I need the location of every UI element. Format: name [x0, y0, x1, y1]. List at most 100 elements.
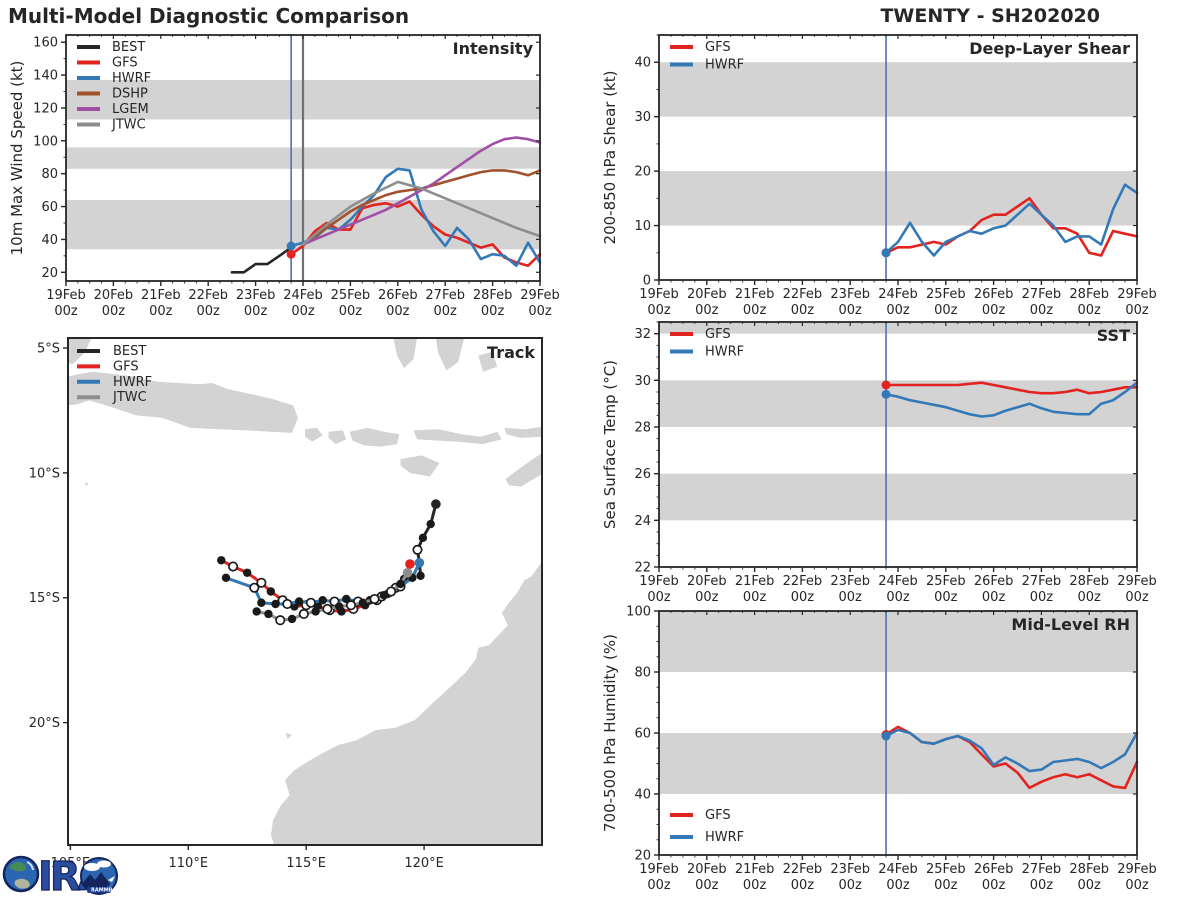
y-tick-label: 30: [634, 374, 651, 389]
legend-label-best: BEST: [113, 344, 146, 359]
y-tick-label: 28: [634, 421, 651, 436]
series-line-gfs: [289, 200, 542, 267]
track-marker-filled: [426, 519, 435, 529]
x-tick-label-hour: 00z: [1078, 590, 1102, 605]
track-start-dot-gfs: [405, 559, 415, 569]
land-polygon: [84, 482, 88, 487]
x-tick-label-hour: 00z: [1030, 303, 1054, 318]
series-start-dot-gfs: [881, 380, 891, 390]
y-tick-label: 22: [634, 561, 651, 576]
x-tick-label-day: 26Feb: [974, 574, 1014, 589]
track-marker-filled: [266, 587, 276, 596]
panel-sst: 19Feb00z20Feb00z21Feb00z22Feb00z23Feb00z…: [601, 321, 1157, 605]
storm-title: TWENTY - SH202020: [880, 5, 1100, 27]
y-axis-title: Sea Surface Temp (°C): [601, 360, 619, 529]
track-marker-filled: [221, 573, 231, 582]
x-tick-label-day: 19Feb: [639, 287, 679, 302]
x-tick-label-hour: 00z: [743, 303, 767, 318]
series-line-hwrf: [884, 728, 1139, 773]
y-tick-label: 60: [634, 727, 651, 742]
x-tick-label-day: 21Feb: [735, 574, 775, 589]
track-marker-filled: [217, 556, 226, 565]
legend-label-gfs: GFS: [113, 359, 139, 374]
x-tick-label-day: 22Feb: [783, 574, 823, 589]
track-marker-filled: [358, 598, 367, 607]
x-tick-label-hour: 00z: [934, 303, 958, 318]
x-tick-label-day: 25Feb: [926, 862, 966, 877]
series-start-dot-hwrf: [881, 389, 891, 399]
land-polygon: [393, 338, 417, 368]
x-tick-label-day: 19Feb: [639, 862, 679, 877]
x-tick-label-hour: 00z: [695, 590, 719, 605]
map-x-tick-label: 110°E: [169, 856, 209, 871]
x-tick-label-hour: 00z: [149, 304, 173, 319]
x-tick-label-hour: 00z: [102, 304, 126, 319]
legend-label-gfs: GFS: [705, 40, 731, 55]
panel-intensity: 19Feb00z20Feb00z21Feb00z22Feb00z23Feb00z…: [8, 34, 560, 319]
x-tick-label-hour: 00z: [839, 590, 863, 605]
x-tick-label-day: 20Feb: [687, 862, 727, 877]
y-tick-label: 26: [634, 467, 651, 482]
legend-label-gfs: GFS: [705, 808, 731, 823]
map-x-tick-label: 120°E: [404, 856, 444, 871]
x-tick-label-day: 24Feb: [878, 862, 918, 877]
land-polygon: [328, 430, 347, 445]
track-marker-open: [256, 577, 267, 588]
x-tick-label-hour: 00z: [886, 590, 910, 605]
map-x-tick-label: 105°E: [51, 856, 91, 871]
x-tick-label-hour: 00z: [791, 590, 815, 605]
x-tick-label-hour: 00z: [1125, 303, 1149, 318]
x-tick-label-hour: 00z: [528, 304, 552, 319]
shaded-band: [659, 611, 1137, 672]
x-tick-label-day: 22Feb: [783, 862, 823, 877]
legend-label-hwrf: HWRF: [705, 345, 744, 360]
shaded-band: [659, 380, 1137, 427]
y-axis-title: 10m Max Wind Speed (kt): [8, 61, 26, 256]
x-tick-label-hour: 00z: [791, 878, 815, 893]
y-tick-label: 30: [634, 110, 651, 125]
x-tick-label-day: 21Feb: [735, 862, 775, 877]
legend: GFS HWRF: [670, 808, 744, 845]
y-tick-label: 80: [41, 167, 58, 182]
track-marker-filled: [294, 597, 304, 606]
legend: GFS HWRF: [670, 40, 744, 73]
x-tick-label-day: 20Feb: [687, 574, 727, 589]
x-tick-label-hour: 00z: [982, 303, 1006, 318]
x-tick-label-day: 25Feb: [926, 574, 966, 589]
x-tick-label-hour: 00z: [1125, 590, 1149, 605]
x-tick-label-hour: 00z: [743, 590, 767, 605]
x-tick-label-hour: 00z: [1125, 878, 1149, 893]
land-polygon: [504, 426, 542, 438]
x-tick-label-day: 27Feb: [1022, 862, 1062, 877]
track-marker-open: [369, 593, 380, 605]
track-marker-filled: [257, 598, 266, 607]
series-line-jtwc: [301, 180, 542, 246]
x-tick-label-day: 19Feb: [639, 574, 679, 589]
y-tick-label: 32: [634, 327, 651, 342]
series-start-dot-hwrf: [286, 241, 296, 251]
track-start-dot-hwrf: [414, 557, 425, 568]
x-tick-label-hour: 00z: [481, 304, 505, 319]
x-tick-label-hour: 00z: [1078, 878, 1102, 893]
track-marker-filled: [264, 609, 273, 619]
track-marker-filled: [334, 602, 344, 611]
land-polygon: [349, 427, 400, 447]
series-line-gfs: [884, 197, 1139, 257]
series-start-dot-gfs: [286, 249, 296, 259]
x-tick-label-day: 29Feb: [1117, 287, 1157, 302]
track-marker-open: [298, 608, 309, 620]
panel-track-map: 105°E 110°E 115°E 120°E 5°S 10°S 15°S 20°S Track…: [29, 337, 543, 871]
x-tick-label-day: 27Feb: [1022, 287, 1062, 302]
track-marker-open: [322, 603, 333, 615]
map-inner: [68, 338, 542, 845]
map-y-tick-label: 20°S: [29, 716, 60, 731]
x-tick-label-day: 26Feb: [974, 862, 1014, 877]
y-tick-label: 80: [634, 666, 651, 681]
map-y-tick-label: 5°S: [37, 341, 60, 356]
page-title: Multi-Model Diagnostic Comparison: [8, 4, 410, 28]
x-tick-label-hour: 00z: [1078, 303, 1102, 318]
x-tick-label-day: 27Feb: [1022, 574, 1062, 589]
